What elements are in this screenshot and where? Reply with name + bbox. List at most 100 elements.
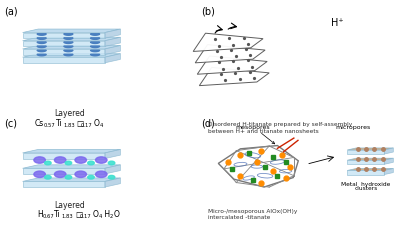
Text: O: O	[94, 118, 99, 127]
Circle shape	[75, 171, 86, 178]
Text: 4: 4	[98, 213, 102, 218]
Polygon shape	[195, 45, 265, 64]
Polygon shape	[90, 55, 99, 57]
Polygon shape	[64, 55, 73, 57]
Text: 0.67: 0.67	[42, 213, 54, 218]
Polygon shape	[37, 39, 46, 40]
Polygon shape	[384, 148, 393, 154]
Circle shape	[95, 171, 107, 178]
Text: H⁺: H⁺	[331, 18, 343, 28]
Text: (b): (b)	[201, 7, 215, 17]
Text: □: □	[75, 209, 82, 218]
Text: 2: 2	[110, 213, 113, 218]
Polygon shape	[64, 43, 73, 44]
Text: □: □	[76, 118, 83, 127]
Text: 0.57: 0.57	[44, 122, 56, 127]
Polygon shape	[64, 39, 73, 40]
Text: (d): (d)	[201, 118, 215, 128]
Text: intercalated -titanate: intercalated -titanate	[208, 214, 270, 219]
Circle shape	[44, 176, 51, 179]
Polygon shape	[90, 35, 99, 36]
Polygon shape	[90, 43, 99, 44]
Polygon shape	[37, 55, 46, 57]
Circle shape	[108, 161, 115, 165]
Polygon shape	[347, 160, 384, 165]
Text: Disordered H-titanate prepared by self-assembly: Disordered H-titanate prepared by self-a…	[208, 121, 352, 126]
Polygon shape	[347, 150, 384, 154]
Polygon shape	[384, 169, 393, 175]
Text: 1.83: 1.83	[63, 122, 74, 127]
Circle shape	[34, 171, 45, 178]
Polygon shape	[90, 39, 99, 40]
Text: clusters: clusters	[354, 185, 377, 190]
Polygon shape	[193, 34, 263, 52]
Circle shape	[88, 161, 94, 165]
Polygon shape	[197, 57, 267, 75]
Polygon shape	[23, 42, 105, 47]
Polygon shape	[23, 54, 120, 58]
Circle shape	[95, 157, 107, 163]
Text: Metal  hydroxide: Metal hydroxide	[341, 181, 390, 186]
Polygon shape	[64, 47, 73, 48]
Polygon shape	[64, 35, 73, 36]
Text: (c): (c)	[4, 118, 17, 128]
Text: O: O	[113, 209, 119, 218]
Polygon shape	[90, 47, 99, 48]
Polygon shape	[199, 68, 269, 86]
Polygon shape	[37, 35, 46, 36]
Polygon shape	[23, 150, 120, 153]
Text: H: H	[37, 209, 43, 218]
Text: Layered: Layered	[55, 200, 85, 209]
Polygon shape	[23, 182, 105, 187]
Polygon shape	[384, 158, 393, 165]
Text: Cs: Cs	[35, 118, 44, 127]
Polygon shape	[105, 30, 120, 39]
Polygon shape	[105, 46, 120, 55]
Polygon shape	[90, 51, 99, 52]
Circle shape	[54, 157, 66, 163]
Circle shape	[88, 176, 94, 179]
Text: micropores: micropores	[336, 124, 371, 129]
Polygon shape	[23, 46, 120, 50]
Polygon shape	[347, 148, 393, 150]
Polygon shape	[23, 178, 120, 182]
Text: 4: 4	[99, 122, 103, 127]
Text: Layered: Layered	[55, 109, 85, 118]
Circle shape	[34, 157, 45, 163]
Circle shape	[44, 161, 51, 165]
Text: H: H	[102, 209, 111, 218]
Polygon shape	[347, 169, 393, 171]
Polygon shape	[23, 50, 105, 55]
Polygon shape	[105, 54, 120, 64]
Polygon shape	[105, 165, 120, 174]
Text: mesopores: mesopores	[236, 124, 275, 144]
Text: 1.83: 1.83	[62, 213, 73, 218]
Polygon shape	[23, 33, 105, 39]
Polygon shape	[64, 51, 73, 52]
Polygon shape	[23, 58, 105, 64]
Text: 0.17: 0.17	[80, 213, 92, 218]
Polygon shape	[37, 47, 46, 48]
Polygon shape	[105, 178, 120, 187]
Polygon shape	[37, 43, 46, 44]
Polygon shape	[105, 150, 120, 159]
Text: Micro-/mesoporous AlOx(OH)y: Micro-/mesoporous AlOx(OH)y	[208, 208, 297, 213]
Text: (a): (a)	[4, 7, 18, 17]
Polygon shape	[105, 38, 120, 47]
Polygon shape	[37, 51, 46, 52]
Text: Ti: Ti	[55, 118, 62, 127]
Text: 0.17: 0.17	[81, 122, 93, 127]
Polygon shape	[23, 38, 120, 42]
Polygon shape	[23, 168, 105, 174]
Polygon shape	[23, 153, 105, 159]
Circle shape	[75, 157, 86, 163]
Polygon shape	[23, 30, 120, 33]
Polygon shape	[23, 165, 120, 168]
Polygon shape	[347, 171, 384, 175]
Circle shape	[65, 176, 72, 179]
Circle shape	[54, 171, 66, 178]
Polygon shape	[347, 158, 393, 160]
Text: Ti: Ti	[54, 209, 61, 218]
Circle shape	[65, 161, 72, 165]
Text: between H+ and titanate nanosheets: between H+ and titanate nanosheets	[208, 128, 318, 133]
